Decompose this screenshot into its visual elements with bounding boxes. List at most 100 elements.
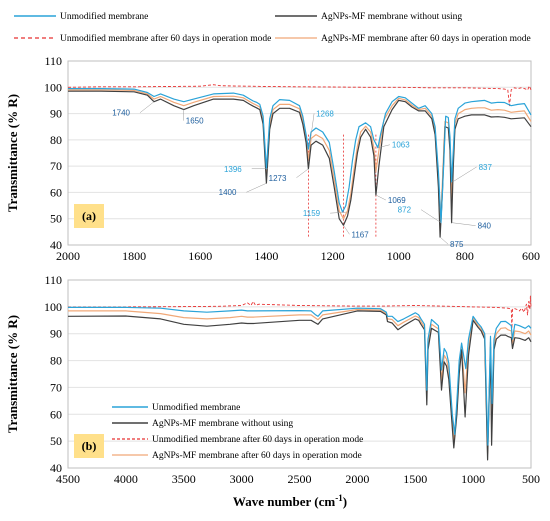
panel-a-annotation-leader <box>377 144 390 148</box>
panel-a-annotation-leader <box>451 222 476 226</box>
panel-b-series-line-2 <box>68 295 532 329</box>
panel-b-legend-label-agnps: AgNPs-MF membrane without using <box>152 419 293 429</box>
panel-a-annotation-1167: 1167 <box>351 230 369 239</box>
panel-a-y-tick-label: 100 <box>44 80 62 94</box>
panel-b-legend-label-unmodified-60d: Unmodified membrane after 60 days in ope… <box>152 434 363 445</box>
panel-a: 1740 1650 1396 1400 1268 1273 1159 1167 1063 1069… <box>5 54 540 263</box>
panel-a-series-line-0 <box>68 88 532 224</box>
panel-b-y-tick-label: 70 <box>50 380 62 394</box>
panel-a-annotation-1268: 1268 <box>316 109 334 118</box>
panel-a-series-line-2 <box>67 84 532 107</box>
panel-b-x-tick-label: 1000 <box>461 472 485 486</box>
panel-a-marker-lines <box>308 134 377 238</box>
panel-a-y-tick-label: 70 <box>50 159 62 173</box>
panel-a-annotation-1069: 1069 <box>388 196 406 205</box>
panel-a-annotation-leader <box>452 166 477 183</box>
panel-a-frame <box>67 60 532 246</box>
panel-b-y-tick-label: 40 <box>50 461 62 475</box>
panel-a-y-axis-title: Transmittance (% R) <box>5 94 20 212</box>
panel-b-x-tick-label: 4000 <box>114 472 138 486</box>
panel-a-tag: (a) <box>82 209 96 223</box>
panel-b: 40 50 60 70 80 90 100 110 4500 4000 3500 3000 2500 2… <box>5 273 540 509</box>
panel-a-y-tick-label: 110 <box>44 54 62 68</box>
panel-a-y-tick-label: 80 <box>50 133 62 147</box>
panel-b-legend-label-agnps-60d: AgNPs-MF membrane after 60 days in opera… <box>152 450 362 461</box>
panel-b-y-tick-label: 80 <box>50 354 62 368</box>
panel-a-annotations: 1740 1650 1396 1400 1268 1273 1159 1167 1063 1069… <box>112 101 493 249</box>
panel-b-series-line-0 <box>68 306 532 446</box>
panel-b-x-tick-label: 3000 <box>230 472 254 486</box>
panel-b-x-tick-label: 2000 <box>345 472 369 486</box>
panel-b-y-tick-label: 60 <box>50 407 62 421</box>
panel-b-legend-label-unmodified: Unmodified membrane <box>152 402 240 413</box>
panel-b-series <box>67 295 532 461</box>
panel-a-series-line-3 <box>68 89 532 232</box>
panel-a-annotation-leader <box>343 225 350 235</box>
panel-b-frame <box>67 279 532 469</box>
panel-b-tag: (b) <box>82 439 97 453</box>
panel-a-annotation-1159: 1159 <box>303 209 321 218</box>
panel-b-x-axis-title: Wave number (cm-1) <box>233 493 347 509</box>
panel-a-x-tick-label: 1800 <box>122 249 146 263</box>
panel-b-x-tick-label: 2500 <box>288 472 312 486</box>
panel-a-annotation-leader <box>420 209 442 223</box>
panel-a-y-ticks: 40 50 60 70 80 90 100 110 <box>44 54 62 252</box>
x-axis-title-main: Wave number (cm <box>233 494 335 509</box>
panel-a-annotation-872: 872 <box>398 206 412 215</box>
legend-label-agnps: AgNPs-MF membrane without using <box>321 12 462 22</box>
x-axis-title-end: ) <box>343 494 347 509</box>
panel-a-x-tick-label: 2000 <box>56 249 80 263</box>
panel-a-annotation-leader <box>439 236 449 245</box>
panel-b-x-tick-label: 1500 <box>403 472 427 486</box>
panel-a-annotation-leader <box>375 194 387 201</box>
panel-a-annotation-leader <box>246 183 267 193</box>
panel-b-y-tick-label: 50 <box>50 434 62 448</box>
panel-a-x-tick-label: 1600 <box>188 249 212 263</box>
legend-label-unmodified-60d: Unmodified membrane after 60 days in ope… <box>60 33 271 44</box>
panel-a-y-tick-label: 40 <box>50 238 62 252</box>
panel-a-x-tick-label: 800 <box>456 249 474 263</box>
panel-b-series-line-1 <box>67 310 532 461</box>
panel-a-y-tick-label: 50 <box>50 212 62 226</box>
legend-label-agnps-60d: AgNPs-MF membrane after 60 days in opera… <box>321 33 531 44</box>
panel-b-y-tick-label: 100 <box>44 300 62 314</box>
panel-a-tag-bg <box>74 204 104 228</box>
panel-a-annotation-leader <box>139 101 155 113</box>
panel-a-y-tick-label: 90 <box>50 107 62 121</box>
panel-b-x-tick-label: 4500 <box>56 472 80 486</box>
panel-a-x-tick-label: 1400 <box>254 249 278 263</box>
panel-a-annotation-leader <box>330 211 347 214</box>
panel-a-annotation-837: 837 <box>479 163 493 172</box>
panel-a-annotation-leader <box>309 113 315 143</box>
legend-top: Unmodified membrane AgNPs-MF membrane wi… <box>14 11 531 44</box>
panel-a-annotation-1273: 1273 <box>269 174 287 183</box>
panel-a-annotation-1063: 1063 <box>392 141 410 150</box>
panel-a-annotation-1740: 1740 <box>112 109 130 118</box>
panel-a-x-tick-label: 600 <box>522 249 540 263</box>
panel-a-series-line-1 <box>68 90 532 238</box>
panel-b-x-tick-label: 500 <box>522 472 540 486</box>
panel-b-tag-bg <box>74 434 104 458</box>
panel-b-y-tick-label: 90 <box>50 327 62 341</box>
panel-a-annotation-1400: 1400 <box>219 188 237 197</box>
panel-a-x-tick-label: 1000 <box>387 249 411 263</box>
panel-b-legend: Unmodified membrane AgNPs-MF membrane wi… <box>112 402 363 461</box>
panel-a-annotation-1650: 1650 <box>186 117 204 126</box>
panel-b-y-ticks: 40 50 60 70 80 90 100 110 <box>44 273 62 475</box>
panel-b-y-axis-title: Transmittance (% R) <box>5 315 20 433</box>
panel-a-series <box>67 84 532 238</box>
panel-a-annotation-875: 875 <box>450 240 464 249</box>
legend-label-unmodified: Unmodified membrane <box>60 11 148 22</box>
panel-a-y-tick-label: 60 <box>50 185 62 199</box>
panel-b-x-tick-label: 3500 <box>172 472 196 486</box>
panel-a-x-ticks: 2000 1800 1600 1400 1200 1000 800 600 <box>56 249 540 263</box>
panel-a-annotation-840: 840 <box>478 222 492 231</box>
panel-b-x-ticks: 4500 4000 3500 3000 2500 2000 1500 1000 500 <box>56 472 540 486</box>
panel-a-annotation-leader <box>296 168 309 178</box>
panel-b-y-tick-label: 110 <box>44 273 62 287</box>
x-axis-title-sup: -1 <box>335 493 343 503</box>
panel-a-annotation-1396: 1396 <box>224 165 242 174</box>
panel-a-x-tick-label: 1200 <box>321 249 345 263</box>
